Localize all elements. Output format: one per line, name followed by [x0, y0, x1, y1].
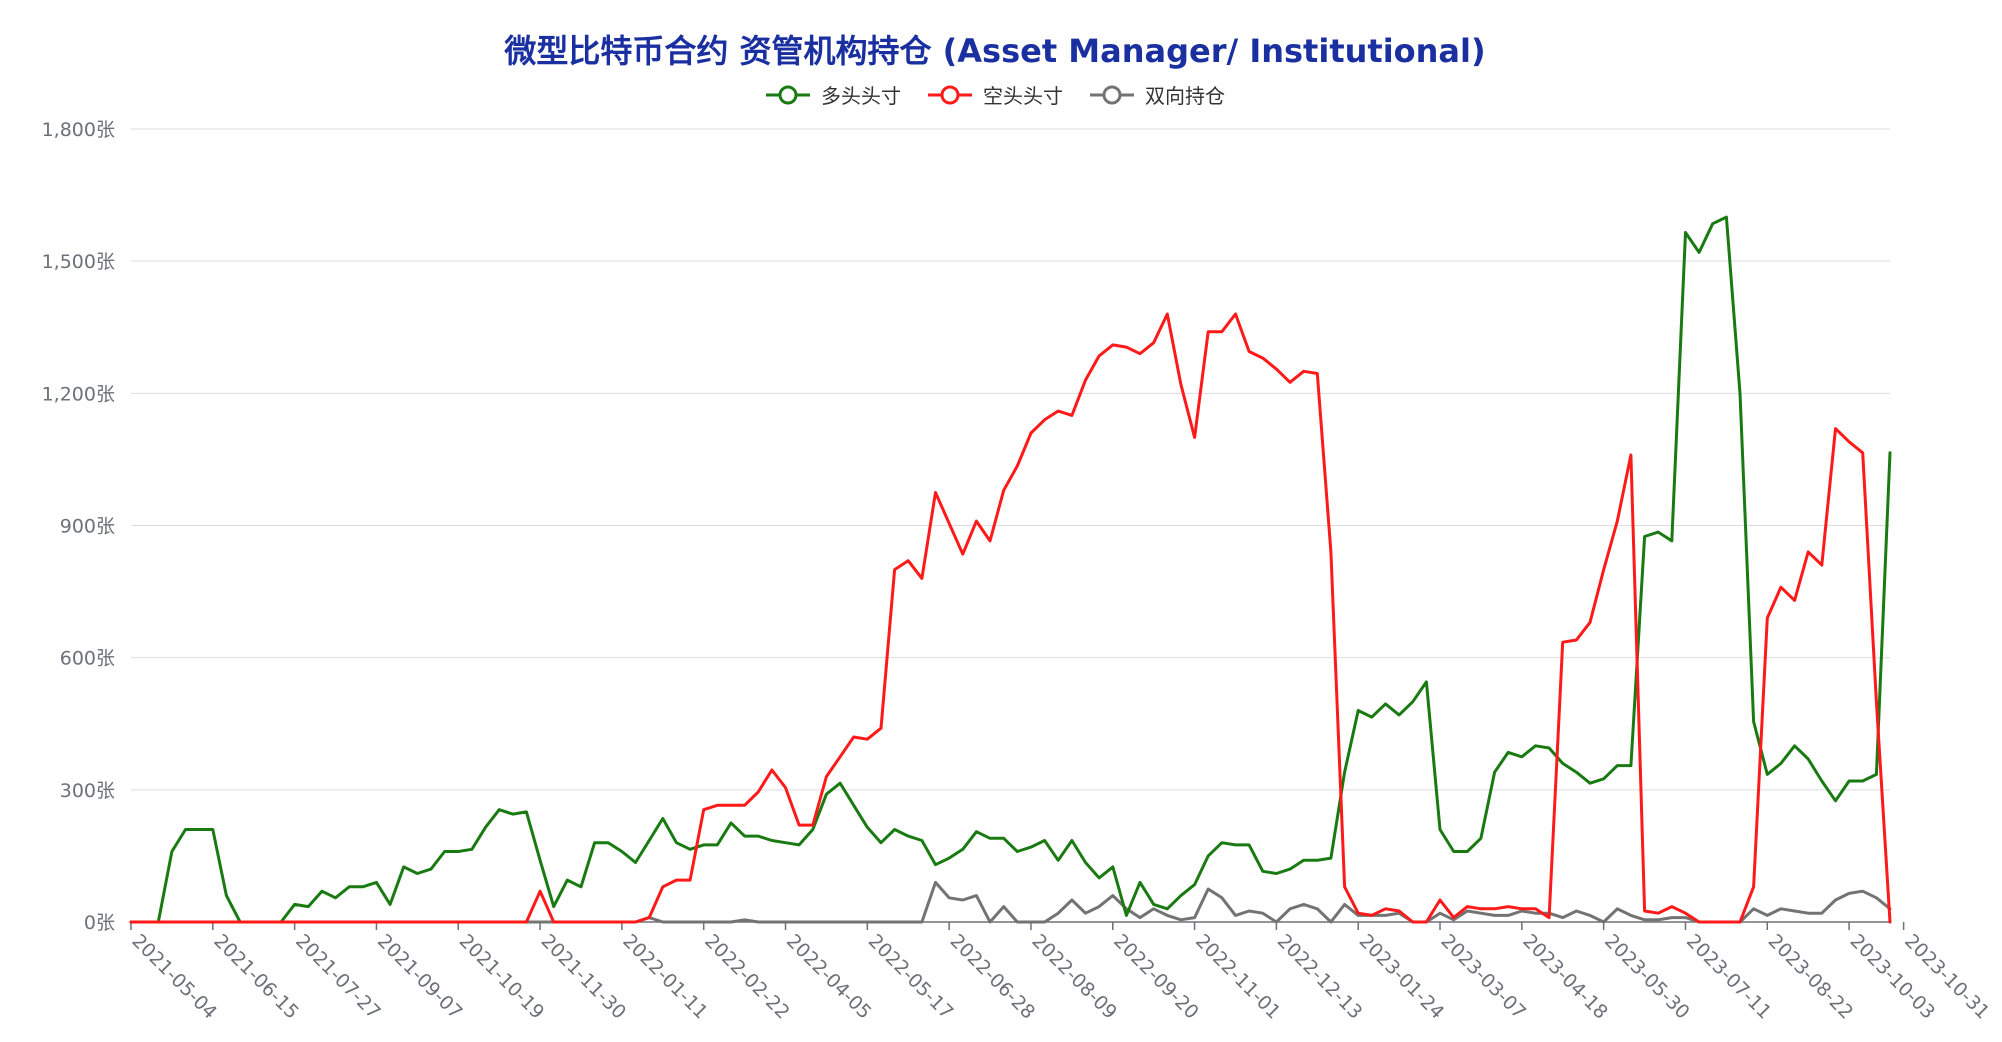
x-tick-label: 2022-09-20: [1109, 930, 1203, 1024]
x-tick-label: 2021-06-15: [209, 930, 303, 1024]
x-tick-label: 2022-04-05: [782, 930, 876, 1024]
x-tick-label: 2022-08-09: [1027, 930, 1121, 1024]
y-tick-label: 1,500张: [42, 251, 115, 273]
x-tick-label: 2021-11-30: [537, 930, 631, 1024]
x-tick-label: 2023-04-18: [1518, 930, 1612, 1024]
legend-spread-marker-icon: [1090, 85, 1134, 104]
x-tick-label: 2023-01-24: [1355, 930, 1449, 1024]
legend-item-short[interactable]: 空头头寸: [927, 80, 1063, 109]
x-tick-label: 2022-11-01: [1191, 930, 1285, 1024]
legend-item-spread[interactable]: 双向持仓: [1089, 80, 1225, 109]
y-tick-label: 900张: [60, 516, 115, 538]
x-tick-label: 2021-09-07: [373, 930, 467, 1024]
y-tick-label: 0张: [84, 912, 115, 934]
legend-label-spread: 双向持仓: [1145, 84, 1225, 108]
x-tick-label: 2023-03-07: [1436, 930, 1530, 1024]
x-tick-label: 2021-07-27: [291, 930, 385, 1024]
legend-long-marker-icon: [766, 85, 810, 104]
y-tick-label: 1,200张: [42, 383, 115, 405]
x-tick-label: 2023-07-11: [1682, 930, 1776, 1024]
x-tick-label: 2022-12-13: [1273, 930, 1367, 1024]
legend-label-long: 多头头寸: [821, 84, 901, 108]
x-tick-label: 2023-05-30: [1600, 930, 1694, 1024]
legend-label-short: 空头头寸: [983, 84, 1063, 108]
x-tick-label: 2021-05-04: [127, 930, 221, 1024]
y-tick-label: 300张: [60, 780, 115, 802]
legend-short-marker-icon: [928, 85, 972, 104]
x-tick-label: 2022-01-11: [618, 930, 712, 1024]
x-tick-label: 2022-06-28: [946, 930, 1040, 1024]
x-tick-label: 2022-05-17: [864, 930, 958, 1024]
x-tick-label: 2022-02-22: [700, 930, 794, 1024]
series-line-short: [129, 312, 1892, 924]
y-tick-label: 600张: [60, 648, 115, 670]
x-tick-label: 2021-10-19: [455, 930, 549, 1024]
x-tick-label: 2023-08-22: [1764, 930, 1858, 1024]
chart-title: 微型比特币合约 资管机构持仓 (Asset Manager/ Instituti…: [504, 32, 1486, 70]
series-line-long: [129, 215, 1892, 924]
chart-legend: 多头头寸 空头头寸 双向持仓: [0, 80, 1990, 109]
y-tick-label: 1,800张: [42, 119, 115, 141]
legend-item-long[interactable]: 多头头寸: [765, 80, 901, 109]
